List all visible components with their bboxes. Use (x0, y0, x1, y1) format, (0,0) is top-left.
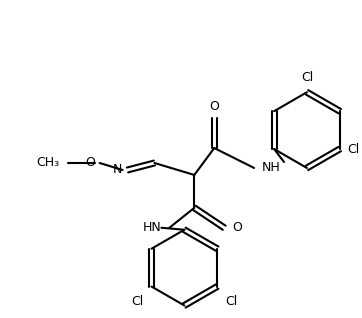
Text: Cl: Cl (225, 294, 237, 308)
Text: O: O (85, 156, 95, 169)
Text: O: O (209, 100, 219, 113)
Text: CH₃: CH₃ (37, 156, 60, 169)
Text: Cl: Cl (131, 294, 144, 308)
Text: O: O (232, 221, 242, 234)
Text: Cl: Cl (301, 71, 313, 84)
Text: HN: HN (143, 221, 161, 234)
Text: N: N (113, 163, 123, 176)
Text: Cl: Cl (348, 142, 360, 156)
Text: NH: NH (262, 162, 281, 175)
